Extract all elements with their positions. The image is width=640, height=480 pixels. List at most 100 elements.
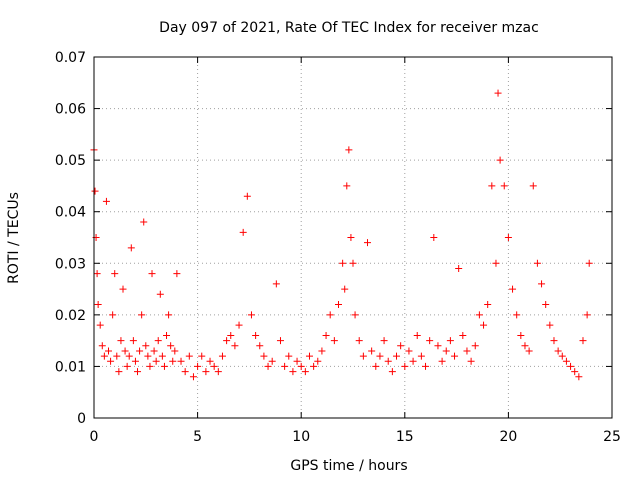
data-point bbox=[158, 352, 166, 360]
data-point bbox=[471, 342, 479, 350]
data-point bbox=[185, 352, 193, 360]
data-point bbox=[372, 362, 380, 370]
data-point bbox=[341, 285, 349, 293]
data-point bbox=[125, 352, 133, 360]
data-point bbox=[297, 362, 305, 370]
data-point bbox=[446, 337, 454, 345]
data-point bbox=[422, 362, 430, 370]
data-point bbox=[264, 362, 272, 370]
data-point bbox=[409, 357, 417, 365]
data-point bbox=[393, 352, 401, 360]
data-point bbox=[96, 321, 104, 329]
data-point bbox=[475, 311, 483, 319]
data-point bbox=[243, 192, 251, 200]
data-point bbox=[343, 182, 351, 190]
data-point bbox=[268, 357, 276, 365]
data-point bbox=[148, 270, 156, 278]
data-point bbox=[144, 352, 152, 360]
data-point bbox=[91, 187, 99, 195]
data-point bbox=[189, 373, 197, 381]
data-point bbox=[239, 228, 247, 236]
data-point bbox=[434, 342, 442, 350]
data-point bbox=[214, 368, 222, 376]
x-axis-label: GPS time / hours bbox=[290, 458, 407, 474]
data-point bbox=[119, 285, 127, 293]
data-point bbox=[127, 244, 135, 252]
data-point bbox=[579, 337, 587, 345]
data-point bbox=[142, 342, 150, 350]
data-point bbox=[150, 347, 158, 355]
data-point bbox=[227, 331, 235, 339]
data-point bbox=[364, 239, 372, 247]
data-point bbox=[93, 270, 101, 278]
data-point bbox=[156, 290, 164, 298]
data-point bbox=[517, 331, 525, 339]
data-point bbox=[492, 259, 500, 267]
data-point bbox=[181, 368, 189, 376]
data-point bbox=[276, 337, 284, 345]
data-point bbox=[413, 331, 421, 339]
data-point bbox=[167, 342, 175, 350]
data-point bbox=[509, 285, 517, 293]
data-point bbox=[111, 270, 119, 278]
x-tick-label: 25 bbox=[603, 429, 621, 445]
y-tick-label: 0.01 bbox=[55, 359, 86, 375]
y-tick-label: 0 bbox=[77, 411, 86, 427]
data-point bbox=[136, 347, 144, 355]
data-point bbox=[513, 311, 521, 319]
x-tick-label: 0 bbox=[90, 429, 99, 445]
x-tick-label: 15 bbox=[396, 429, 414, 445]
data-point bbox=[134, 368, 142, 376]
data-point bbox=[529, 182, 537, 190]
data-point bbox=[140, 218, 148, 226]
data-point bbox=[368, 347, 376, 355]
data-point bbox=[314, 357, 322, 365]
data-point bbox=[231, 342, 239, 350]
data-point bbox=[401, 362, 409, 370]
data-point bbox=[567, 362, 575, 370]
data-point bbox=[223, 337, 231, 345]
data-point bbox=[123, 362, 131, 370]
y-tick-label: 0.03 bbox=[55, 256, 86, 272]
data-point bbox=[339, 259, 347, 267]
data-point bbox=[417, 352, 425, 360]
data-point bbox=[351, 311, 359, 319]
data-point bbox=[500, 182, 508, 190]
data-point bbox=[562, 357, 570, 365]
data-point bbox=[496, 156, 504, 164]
data-point bbox=[330, 337, 338, 345]
data-point bbox=[455, 264, 463, 272]
data-point bbox=[272, 280, 280, 288]
data-point bbox=[430, 234, 438, 241]
data-point bbox=[467, 357, 475, 365]
data-point bbox=[293, 357, 301, 365]
axis-ticks: 0 0.01 0.02 0.03 0.04 0.05 0.06 0.07 0 5 10 15 20 25 bbox=[55, 50, 621, 445]
data-point bbox=[558, 352, 566, 360]
data-point bbox=[252, 331, 260, 339]
data-point bbox=[210, 362, 218, 370]
data-point bbox=[289, 368, 297, 376]
data-point bbox=[177, 357, 185, 365]
data-point bbox=[247, 311, 255, 319]
data-point bbox=[173, 270, 181, 278]
y-tick-label: 0.05 bbox=[55, 153, 86, 169]
data-point bbox=[305, 352, 313, 360]
y-tick-label: 0.02 bbox=[55, 308, 86, 324]
data-point bbox=[98, 342, 106, 350]
data-point bbox=[554, 347, 562, 355]
data-point bbox=[102, 197, 110, 205]
y-tick-label: 0.04 bbox=[55, 205, 86, 221]
data-point bbox=[281, 362, 289, 370]
data-point bbox=[571, 368, 579, 376]
data-point bbox=[115, 368, 123, 376]
data-point bbox=[131, 357, 139, 365]
data-point bbox=[376, 352, 384, 360]
data-point bbox=[194, 362, 202, 370]
data-point bbox=[218, 352, 226, 360]
x-tick-label: 10 bbox=[292, 429, 310, 445]
data-point bbox=[260, 352, 268, 360]
data-point bbox=[146, 362, 154, 370]
data-point bbox=[480, 321, 488, 329]
data-point bbox=[380, 337, 388, 345]
